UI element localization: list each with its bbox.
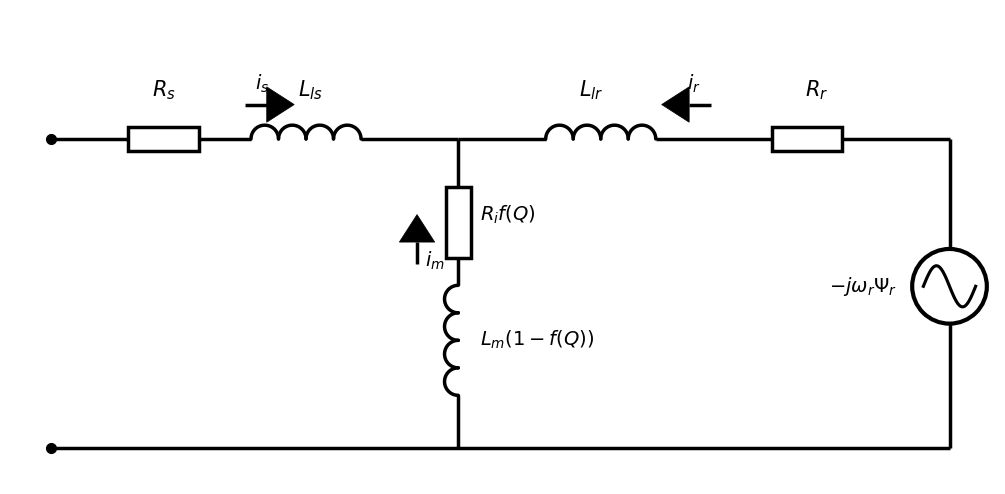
Bar — [772, 126, 842, 151]
Polygon shape — [266, 87, 294, 122]
Text: $R_s$: $R_s$ — [152, 78, 176, 102]
Polygon shape — [399, 214, 435, 242]
Text: $- j\omega_r\Psi_r$: $- j\omega_r\Psi_r$ — [829, 275, 897, 298]
Text: $L_m(1- f(Q))$: $L_m(1- f(Q))$ — [480, 329, 594, 352]
Text: $L_{lr}$: $L_{lr}$ — [579, 78, 603, 102]
Text: $i_m$: $i_m$ — [425, 250, 444, 272]
Bar — [129, 126, 199, 151]
Text: $L_{ls}$: $L_{ls}$ — [298, 78, 324, 102]
Bar — [446, 187, 470, 258]
Polygon shape — [661, 87, 689, 122]
Text: $R_i f(Q)$: $R_i f(Q)$ — [480, 204, 536, 226]
Text: $i_s$: $i_s$ — [254, 73, 269, 95]
Text: $i_r$: $i_r$ — [687, 73, 700, 95]
Text: $R_r$: $R_r$ — [805, 78, 828, 102]
